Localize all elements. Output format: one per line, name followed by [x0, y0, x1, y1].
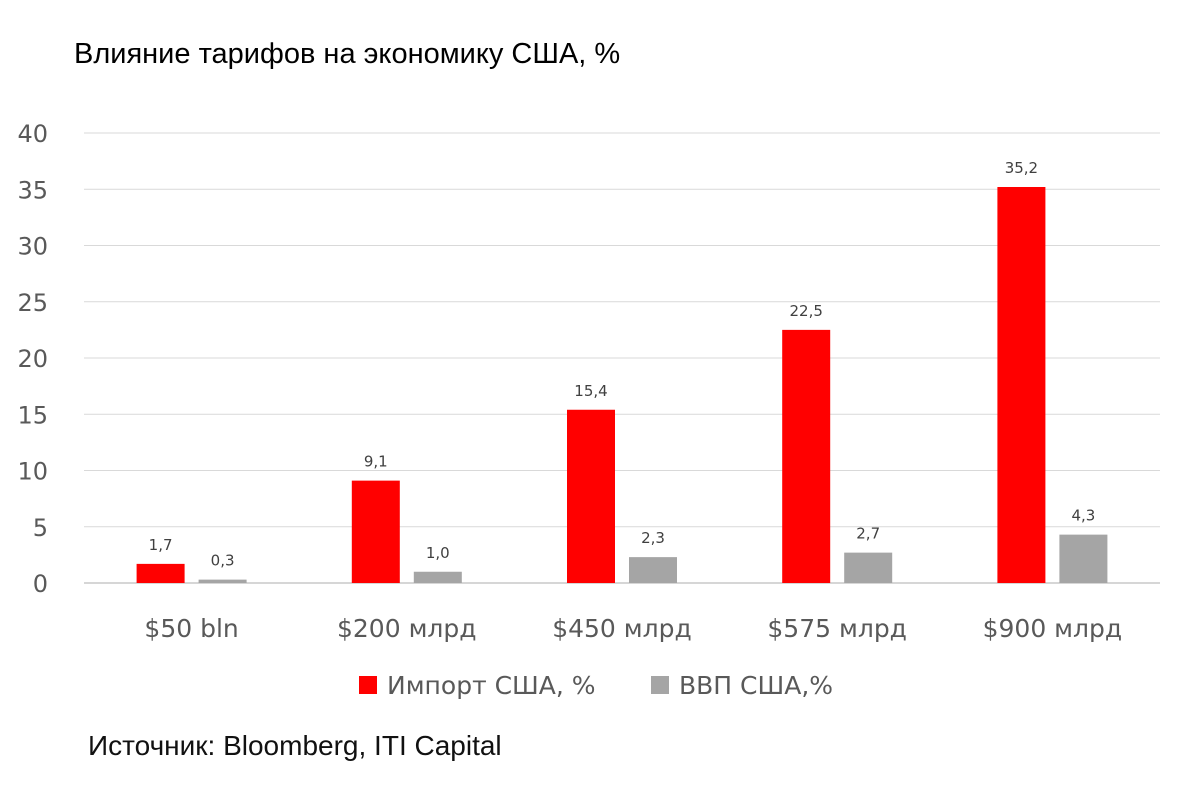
y-axis-ticks: 0 5 10 15 20 25 30 35 40 [17, 120, 48, 598]
data-label: 1,0 [426, 544, 450, 562]
y-tick-label: 40 [17, 120, 48, 148]
bar-gdp [413, 571, 462, 583]
x-axis-ticks: $50 bln $200 млрд $450 млрд $575 млрд $900 м… [144, 614, 1122, 643]
data-labels: 1,7 0,3 9,1 1,0 15,4 2,3 22,5 2,7 35,2 4,3 [149, 159, 1096, 570]
y-tick-label: 15 [17, 401, 48, 429]
data-label: 35,2 [1005, 159, 1038, 177]
y-tick-label: 5 [33, 514, 48, 542]
x-tick-label: $900 млрд [983, 614, 1123, 643]
data-label: 15,4 [574, 382, 607, 400]
x-tick-label: $200 млрд [337, 614, 477, 643]
source-note: Источник: Bloomberg, ITI Capital [88, 730, 502, 761]
gridlines [84, 132, 1160, 584]
legend-label-import: Импорт США, % [387, 671, 596, 700]
data-label: 2,7 [856, 525, 880, 543]
data-label: 2,3 [641, 529, 665, 547]
x-tick-label: $50 bln [144, 614, 238, 643]
legend: Импорт США, % ВВП США,% [359, 671, 833, 700]
bar-import [351, 480, 400, 583]
legend-swatch-gdp [651, 676, 669, 694]
data-label: 1,7 [149, 536, 173, 554]
data-label: 0,3 [211, 552, 235, 570]
bar-gdp [1059, 534, 1108, 583]
y-tick-label: 35 [17, 176, 48, 204]
legend-label-gdp: ВВП США,% [679, 671, 833, 700]
y-tick-label: 10 [17, 458, 48, 486]
bar-import [782, 329, 831, 583]
x-tick-label: $575 млрд [767, 614, 907, 643]
bars [136, 187, 1108, 583]
bar-gdp [198, 579, 247, 583]
bar-import [136, 563, 185, 583]
bar-gdp [844, 552, 893, 583]
y-tick-label: 20 [17, 345, 48, 373]
bar-gdp [629, 557, 677, 583]
bar-import [567, 409, 615, 583]
chart-title: Влияние тарифов на экономику США, % [74, 38, 621, 70]
y-tick-label: 30 [17, 233, 48, 261]
y-tick-label: 25 [17, 289, 48, 317]
data-label: 4,3 [1071, 507, 1095, 525]
x-tick-label: $450 млрд [552, 614, 692, 643]
y-tick-label: 0 [33, 570, 48, 598]
legend-swatch-import [359, 676, 377, 694]
data-label: 9,1 [364, 453, 388, 471]
bar-import [997, 187, 1046, 583]
data-label: 22,5 [789, 302, 822, 320]
